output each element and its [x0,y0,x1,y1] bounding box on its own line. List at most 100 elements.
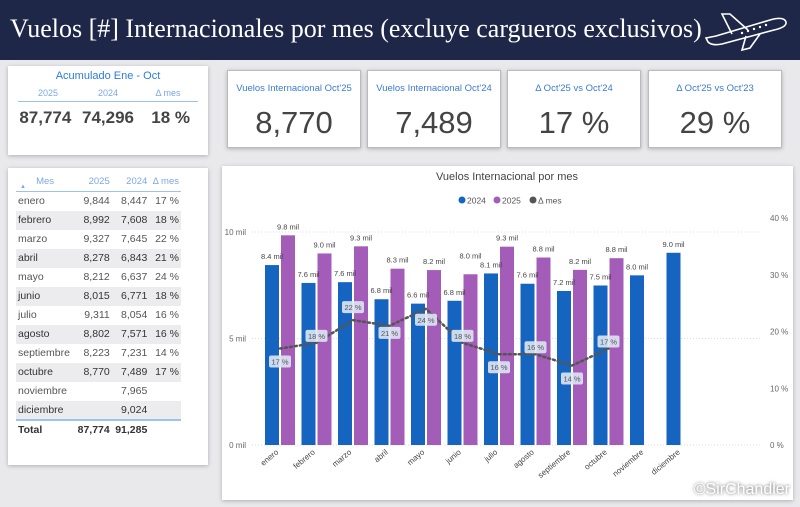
table-cell: noviembre [18,385,68,397]
y-right-tick: 30 % [770,271,788,280]
bar-2025 [281,235,295,445]
table-cell: 24 % [155,271,179,283]
table-row[interactable]: mayo 8,212 6,637 24 % [16,268,181,287]
table-cell: marzo [18,233,48,245]
legend-label: 2024 [467,196,486,206]
table-cell: 22 % [155,233,179,245]
table-cell: 9,024 [111,400,150,420]
bar-2024 [630,275,644,445]
x-tick-label: junio [443,447,463,466]
delta-label-box [597,335,620,348]
delta-label: 17 % [600,338,617,347]
delta-label-box [378,326,401,339]
table-row[interactable]: julio 9,311 8,054 16 % [16,306,181,325]
header-delta[interactable]: Δ mes [149,174,181,192]
table-cell: 9,844 [83,195,110,208]
kpi-value: 29 % [679,105,751,140]
bar-label-2024: 6.8 mil [443,288,465,297]
bar-label-2024: 9.0 mil [662,240,684,249]
x-tick-label: febrero [292,447,318,471]
y-left-tick: 0 mil [229,441,246,450]
delta-label-box [342,301,364,314]
table-cell [149,382,181,401]
bar-2025 [609,258,624,445]
y-right-tick: 40 % [770,214,788,223]
y-left-tick: 10 mil [225,228,247,237]
bar-2024 [557,290,571,445]
bar-2025 [500,246,514,445]
table-row[interactable]: octubre 8,770 7,489 17 % [16,362,181,382]
x-tick-label: septiembre [536,447,573,480]
header-mes[interactable]: Mes ▲ [16,174,75,192]
delta-label-box [524,341,547,354]
bar-label-2025: 9.8 mil [277,222,299,231]
table-row[interactable]: noviembre 7,965 [16,382,181,401]
table-row[interactable]: enero 9,844 8,447 17 % [16,192,181,211]
total-cell [149,418,181,439]
table-cell: 16 % [155,309,179,321]
table-cell: 6,843 [111,248,150,268]
table-cell [149,400,181,420]
bar-label-2025: 8.0 mil [459,251,481,260]
header-2025[interactable]: 2025 [74,174,112,192]
bar-2025 [427,270,441,445]
table-cell: 16 % [149,324,181,344]
legend-label: 2025 [502,196,521,206]
y-right-tick: 20 % [770,328,788,337]
table-cell: mayo [18,271,44,283]
monthly-flights-chart: Vuelos Internacional por mes 2024 2025 Δ me… [225,171,789,480]
bar-label-2025: 8.3 mil [386,256,408,265]
table-row[interactable]: diciembre 9,024 [16,400,181,420]
bar-2024 [265,265,279,445]
table-row[interactable]: agosto 8,802 7,571 16 % [16,324,181,344]
bar-2024 [666,252,681,445]
kpi-value: 8,770 [255,105,333,140]
total-cell: 91,285 [111,418,150,439]
table-cell: 8,770 [74,362,112,382]
sort-ascending-icon: ▲ [20,184,26,190]
bar-label-2025: 8.8 mil [605,245,627,254]
bar-2025 [317,253,332,445]
table-cell [74,400,112,420]
chart-card: Vuelos Internacional por mes 2024 2025 Δ me… [222,166,793,500]
title-bar: Vuelos [#] Internacionales por mes (excl… [0,0,800,60]
legend-label: Δ mes [538,196,562,206]
table-cell: 6,771 [111,286,150,306]
value-2025: 87,774 [19,108,72,127]
watermark: ©SirChandler [693,481,790,498]
bar-2025 [390,268,405,445]
table-cell: 6,637 [121,271,148,283]
y-left-tick: 5 mil [229,335,246,344]
table-total-row: Total 87,774 91,285 [16,418,181,439]
table-cell: 17 % [155,195,179,208]
chart-title: Vuelos Internacional por mes [436,171,579,183]
table-row[interactable]: febrero 8,992 7,608 18 % [16,210,181,230]
delta-label: 21 % [381,329,398,338]
delta-label: 18 % [308,332,325,341]
table-row[interactable]: marzo 9,327 7,645 22 % [16,230,181,249]
bar-2024 [447,300,462,445]
delta-label: 18 % [454,332,471,341]
bar-label-2024: 7.6 mil [334,269,356,278]
bar-label-2024: 6.6 mil [407,291,429,300]
table-cell: 8,278 [74,248,112,268]
header-2024[interactable]: 2024 [111,174,150,192]
kpi-label: Vuelos Internacional Oct'24 [376,83,492,94]
table-cell: 8,015 [74,286,112,306]
accumulated-title: Acumulado Ene - Oct [55,70,161,82]
bar-2025 [573,269,587,445]
bar-label-2024: 7.6 mil [297,270,319,279]
table-row[interactable]: junio 8,015 6,771 18 % [16,286,181,306]
bar-2024 [301,282,316,445]
bar-2024 [484,273,498,445]
monthly-table: Mes ▲ 2025 2024 Δ mes enero 9,844 8,447 17 %… [16,174,181,439]
bar-label-2025: 9.3 mil [496,234,518,243]
bar-label-2024: 8.0 mil [626,262,648,271]
table-row[interactable]: septiembre 8,223 7,231 14 % [16,344,181,363]
table-row[interactable]: abril 8,278 6,843 21 % [16,248,181,268]
table-cell: 8,054 [121,309,148,321]
bar-label-2025: 8.2 mil [423,257,445,266]
delta-label-box [415,313,437,326]
table-cell: octubre [16,362,75,382]
table-cell: 7,645 [121,233,148,245]
